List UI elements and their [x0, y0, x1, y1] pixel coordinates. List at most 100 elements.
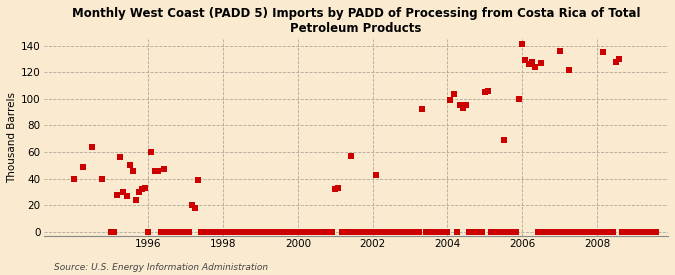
Point	[639, 230, 649, 234]
Point	[271, 230, 281, 234]
Point	[498, 138, 509, 142]
Point	[105, 230, 116, 234]
Point	[392, 230, 403, 234]
Point	[454, 103, 465, 108]
Point	[629, 230, 640, 234]
Point	[408, 230, 418, 234]
Point	[417, 107, 428, 112]
Point	[386, 230, 397, 234]
Point	[367, 230, 378, 234]
Point	[149, 169, 160, 173]
Point	[579, 230, 590, 234]
Point	[296, 230, 306, 234]
Point	[558, 230, 568, 234]
Point	[277, 230, 288, 234]
Point	[155, 230, 166, 234]
Point	[651, 230, 661, 234]
Point	[165, 230, 176, 234]
Point	[274, 230, 285, 234]
Point	[346, 154, 356, 158]
Point	[202, 230, 213, 234]
Point	[174, 230, 185, 234]
Point	[483, 89, 493, 93]
Point	[352, 230, 362, 234]
Point	[97, 177, 107, 181]
Point	[240, 230, 250, 234]
Point	[317, 230, 328, 234]
Point	[236, 230, 247, 234]
Point	[364, 230, 375, 234]
Point	[323, 230, 334, 234]
Point	[526, 59, 537, 64]
Point	[340, 230, 350, 234]
Point	[601, 230, 612, 234]
Point	[589, 230, 599, 234]
Point	[311, 230, 322, 234]
Point	[430, 230, 441, 234]
Point	[591, 230, 602, 234]
Point	[130, 198, 141, 202]
Point	[211, 230, 222, 234]
Point	[560, 230, 571, 234]
Point	[305, 230, 316, 234]
Point	[622, 230, 633, 234]
Point	[171, 230, 182, 234]
Point	[427, 230, 437, 234]
Point	[265, 230, 275, 234]
Point	[290, 230, 300, 234]
Point	[545, 230, 556, 234]
Point	[448, 91, 459, 96]
Point	[342, 230, 353, 234]
Point	[402, 230, 412, 234]
Point	[479, 90, 490, 94]
Point	[127, 169, 138, 173]
Point	[626, 230, 637, 234]
Point	[383, 230, 394, 234]
Point	[258, 230, 269, 234]
Point	[377, 230, 387, 234]
Point	[405, 230, 416, 234]
Point	[358, 230, 369, 234]
Point	[321, 230, 331, 234]
Point	[124, 163, 135, 168]
Point	[261, 230, 272, 234]
Point	[140, 186, 151, 190]
Point	[327, 230, 338, 234]
Point	[452, 230, 462, 234]
Title: Monthly West Coast (PADD 5) Imports by PADD of Processing from Costa Rica of Tot: Monthly West Coast (PADD 5) Imports by P…	[72, 7, 640, 35]
Point	[504, 230, 515, 234]
Point	[551, 230, 562, 234]
Point	[224, 230, 235, 234]
Point	[398, 230, 409, 234]
Point	[153, 169, 163, 173]
Point	[267, 230, 278, 234]
Point	[542, 230, 553, 234]
Point	[192, 178, 203, 182]
Point	[146, 150, 157, 154]
Point	[299, 230, 310, 234]
Point	[445, 98, 456, 102]
Point	[598, 50, 609, 54]
Point	[249, 230, 260, 234]
Point	[205, 230, 216, 234]
Point	[489, 230, 500, 234]
Point	[614, 57, 624, 61]
Point	[535, 61, 546, 65]
Point	[414, 230, 425, 234]
Point	[411, 230, 422, 234]
Point	[178, 230, 188, 234]
Point	[252, 230, 263, 234]
Point	[168, 230, 179, 234]
Point	[570, 230, 580, 234]
Point	[374, 230, 385, 234]
Point	[215, 230, 225, 234]
Point	[620, 230, 630, 234]
Point	[470, 230, 481, 234]
Point	[610, 59, 621, 64]
Point	[355, 230, 366, 234]
Point	[635, 230, 646, 234]
Point	[573, 230, 584, 234]
Point	[221, 230, 232, 234]
Point	[283, 230, 294, 234]
Point	[461, 103, 472, 108]
